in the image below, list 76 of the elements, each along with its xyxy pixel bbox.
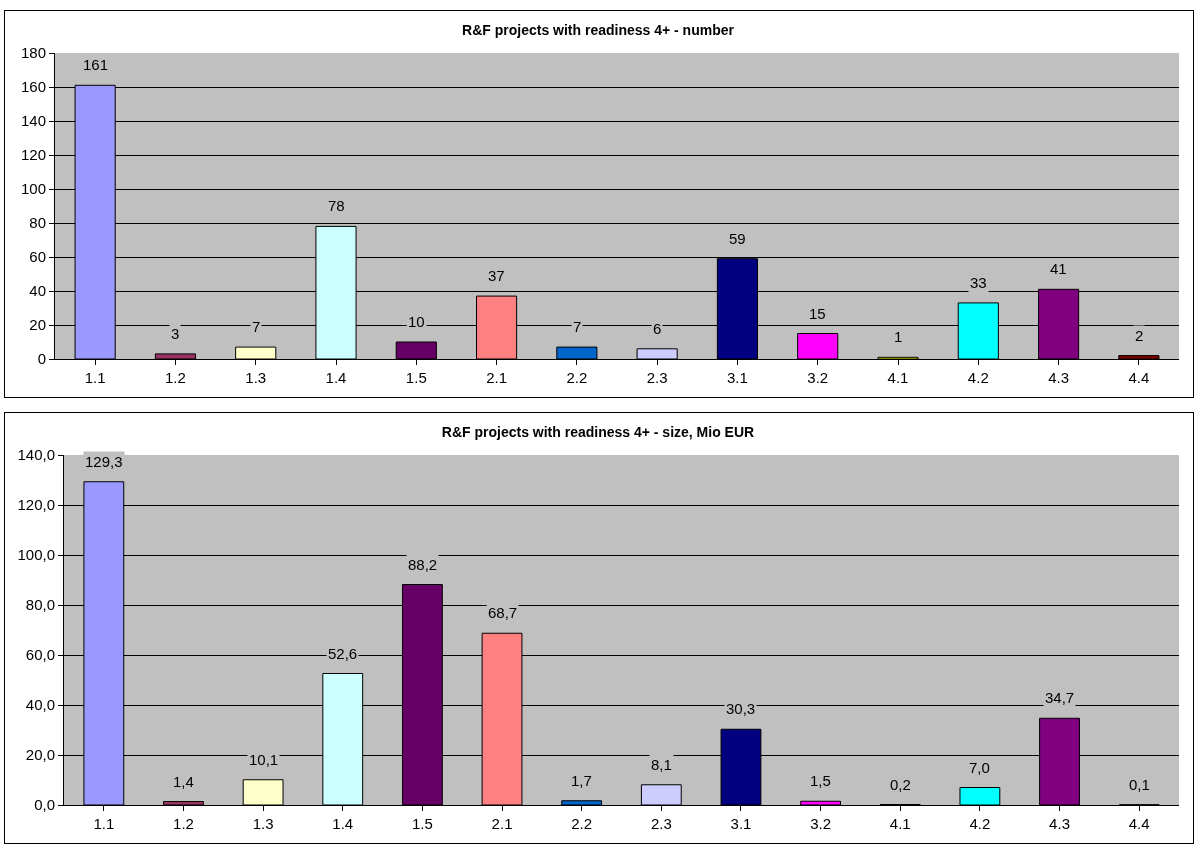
y-tick-label: 100,0	[17, 546, 55, 564]
x-tick-label: 1.2	[173, 815, 194, 832]
y-tick-label: 40,0	[25, 696, 55, 714]
data-label: 1	[894, 328, 903, 345]
x-tick-label: 1.4	[332, 815, 354, 832]
chart-title: R&F projects with readiness 4+ - number	[462, 21, 735, 38]
x-tick-label: 4.4	[1128, 369, 1150, 386]
x-tick-label: 1.1	[84, 369, 106, 386]
y-tick-label: 80	[29, 214, 46, 232]
x-tick-label: 3.2	[810, 815, 832, 832]
data-label: 10	[408, 313, 425, 330]
chart-title: R&F projects with readiness 4+ - size, Mio EUR	[441, 423, 755, 440]
x-tick-label: 2.3	[646, 369, 668, 386]
y-tick-label: 120	[20, 146, 46, 164]
data-label: 1,4	[173, 773, 194, 790]
data-label: 52,6	[328, 645, 358, 662]
y-tick-label: 0	[37, 350, 46, 368]
data-label: 0,1	[1129, 776, 1150, 793]
data-label: 59	[729, 230, 746, 247]
data-label: 30,3	[726, 700, 756, 717]
x-tick-label: 1.5	[405, 369, 427, 386]
x-tick-label: 4.1	[889, 815, 911, 832]
x-tick-label: 4.4	[1128, 815, 1150, 832]
data-label: 34,7	[1045, 689, 1075, 706]
data-label: 7	[573, 318, 582, 335]
y-tick-label: 160	[20, 78, 46, 96]
y-tick-label: 120,0	[17, 496, 55, 514]
y-tick-label: 140	[20, 112, 46, 130]
data-label: 0,2	[890, 776, 911, 793]
y-tick-label: 100	[20, 180, 46, 198]
data-label: 2	[1135, 327, 1144, 344]
x-tick-label: 2.1	[491, 815, 513, 832]
x-tick-label: 1.4	[325, 369, 347, 386]
x-tick-label: 3.2	[807, 369, 829, 386]
x-tick-label: 4.2	[969, 815, 991, 832]
x-tick-label: 1.3	[245, 369, 267, 386]
data-label: 68,7	[488, 604, 518, 621]
data-label: 88,2	[408, 556, 438, 573]
data-label: 129,3	[85, 453, 123, 470]
x-tick-label: 3.1	[730, 815, 752, 832]
x-tick-label: 1.2	[165, 369, 186, 386]
data-label: 33	[970, 274, 987, 291]
data-label: 1,5	[810, 772, 831, 789]
data-label: 78	[328, 197, 345, 214]
x-tick-label: 4.1	[887, 369, 909, 386]
y-tick-label: 140,0	[17, 446, 55, 464]
data-label: 6	[653, 320, 662, 337]
x-tick-label: 4.3	[1048, 369, 1069, 386]
data-label: 7,0	[969, 759, 990, 776]
data-label: 15	[809, 305, 826, 322]
y-tick-label: 20,0	[25, 746, 55, 764]
y-tick-label: 20	[29, 316, 46, 334]
x-tick-label: 4.2	[967, 369, 989, 386]
data-label: 3	[171, 325, 180, 342]
x-tick-label: 4.3	[1049, 815, 1070, 832]
x-tick-label: 2.1	[486, 369, 507, 386]
x-tick-label: 2.2	[571, 815, 593, 832]
y-tick-label: 40	[29, 282, 46, 300]
y-tick-label: 180	[20, 44, 46, 62]
x-tick-label: 2.3	[650, 815, 672, 832]
data-label: 7	[252, 318, 261, 335]
x-tick-label: 1.5	[411, 815, 433, 832]
data-label: 41	[1050, 260, 1067, 277]
x-tick-label: 2.2	[566, 369, 588, 386]
y-tick-label: 60	[29, 248, 46, 266]
y-tick-label: 60,0	[25, 646, 55, 664]
data-label: 8,1	[651, 756, 672, 773]
x-tick-label: 1.1	[93, 815, 115, 832]
x-tick-label: 1.3	[252, 815, 274, 832]
data-label: 10,1	[249, 751, 279, 768]
y-tick-label: 0,0	[34, 796, 55, 814]
data-label: 1,7	[571, 772, 592, 789]
y-tick-label: 80,0	[25, 596, 55, 614]
data-label: 161	[83, 56, 109, 73]
x-tick-label: 3.1	[727, 369, 748, 386]
data-label: 37	[488, 267, 505, 284]
